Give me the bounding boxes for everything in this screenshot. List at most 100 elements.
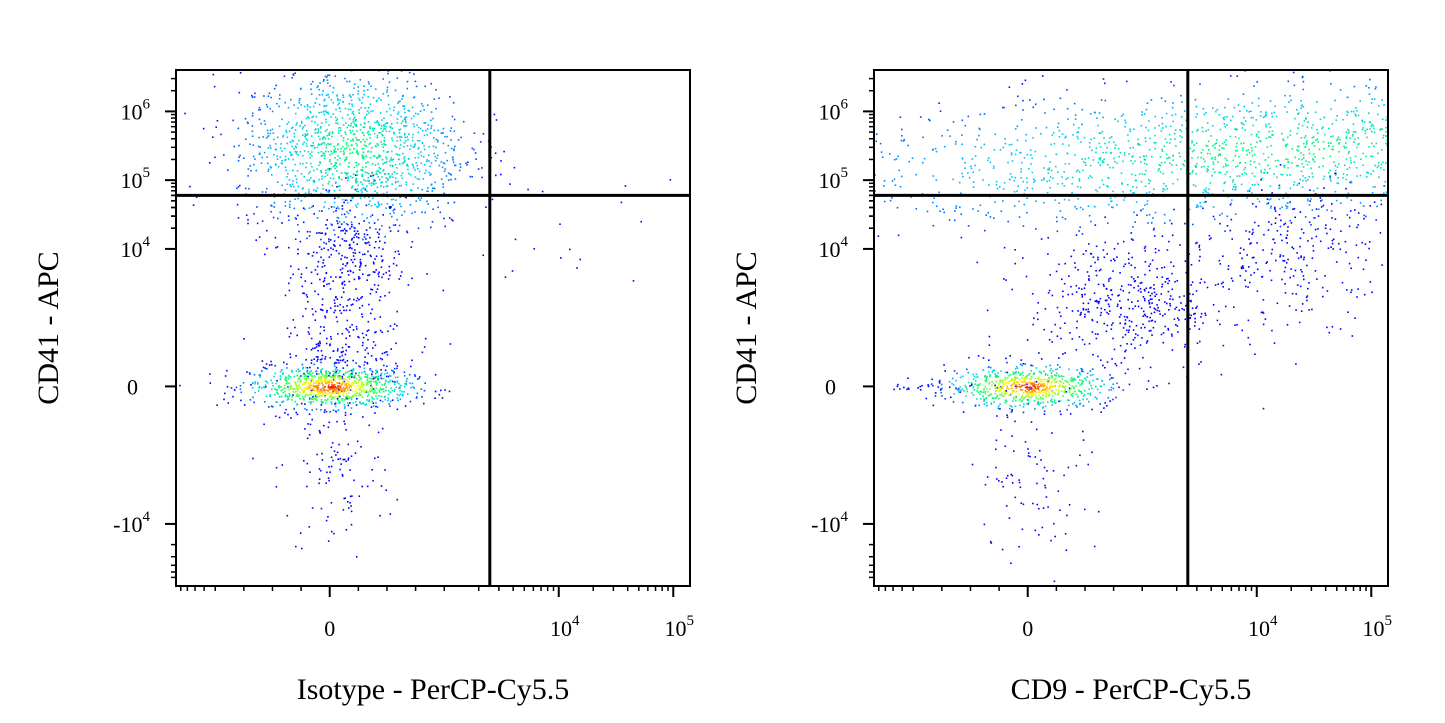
population-dot — [253, 401, 255, 404]
population-dot — [348, 389, 350, 391]
event-dot — [994, 384, 996, 387]
population-dot — [302, 126, 305, 128]
population-dot — [776, 236, 778, 238]
event-dot — [1063, 282, 1066, 285]
event-dot — [374, 271, 376, 273]
population-dot — [317, 135, 320, 138]
population-dot — [329, 160, 331, 163]
event-dot — [1329, 228, 1332, 231]
population-dot — [299, 370, 301, 372]
event-dot — [1120, 285, 1123, 287]
population-dot — [302, 187, 304, 189]
event-dot — [1338, 242, 1340, 245]
event-dot — [1018, 479, 1020, 481]
population-dot — [1056, 364, 1059, 366]
event-dot — [1094, 261, 1096, 264]
population-dot — [300, 122, 303, 124]
population-dot — [752, 227, 754, 229]
event-dot — [362, 336, 365, 339]
event-dot — [1161, 276, 1164, 278]
event-dot — [264, 367, 266, 369]
population-dot — [383, 144, 386, 146]
event-dot — [335, 210, 337, 212]
population-dot — [381, 158, 384, 161]
population-dot — [454, 178, 457, 180]
population-dot — [316, 389, 318, 392]
event-dot — [276, 379, 278, 382]
event-dot — [1124, 263, 1127, 265]
population-dot — [301, 128, 304, 130]
population-dot — [287, 173, 289, 175]
population-dot — [1164, 222, 1166, 224]
event-dot — [330, 335, 332, 338]
event-dot — [1261, 311, 1264, 313]
population-dot — [309, 392, 311, 394]
population-dot — [325, 379, 327, 381]
population-dot — [344, 406, 346, 408]
event-dot — [1089, 252, 1092, 255]
population-dot — [961, 388, 963, 391]
population-dot — [356, 139, 358, 141]
event-dot — [1044, 308, 1047, 310]
population-dot — [310, 88, 312, 91]
population-dot — [361, 381, 364, 384]
event-dot — [1184, 260, 1187, 262]
population-dot — [365, 166, 367, 168]
event-dot — [1178, 319, 1180, 321]
population-dot — [296, 387, 298, 390]
population-dot — [415, 200, 417, 202]
event-dot — [332, 459, 334, 462]
event-dot — [345, 429, 347, 431]
population-dot — [1066, 380, 1068, 383]
population-dot — [257, 145, 260, 148]
population-dot — [366, 399, 368, 401]
population-dot — [288, 246, 290, 249]
population-dot — [269, 144, 271, 147]
event-dot — [1311, 308, 1313, 311]
population-dot — [337, 206, 339, 208]
population-dot — [361, 96, 364, 99]
population-dot — [274, 388, 276, 390]
population-dot — [1100, 385, 1103, 388]
population-dot — [411, 240, 414, 243]
population-dot — [445, 175, 448, 177]
event-dot — [350, 455, 353, 457]
event-dot — [318, 429, 321, 432]
event-dot — [1230, 218, 1233, 221]
population-dot — [994, 397, 996, 399]
event-dot — [1158, 310, 1161, 312]
event-dot — [1190, 300, 1192, 303]
population-dot — [355, 381, 358, 384]
population-dot — [339, 110, 342, 113]
population-dot — [369, 136, 372, 139]
event-dot — [1151, 302, 1153, 304]
population-dot — [830, 217, 832, 219]
population-dot — [355, 362, 357, 364]
population-dot — [399, 128, 402, 131]
population-dot — [324, 391, 327, 394]
event-dot — [320, 404, 323, 406]
population-dot — [359, 389, 361, 392]
population-dot — [398, 394, 400, 397]
population-dot — [277, 136, 279, 139]
event-dot — [919, 389, 922, 391]
population-dot — [335, 372, 338, 374]
event-dot — [1070, 255, 1073, 258]
population-dot — [369, 381, 372, 383]
event-dot — [326, 283, 328, 286]
population-dot — [655, 207, 657, 209]
population-dot — [1239, 247, 1242, 249]
event-dot — [1010, 562, 1012, 564]
event-dot — [359, 258, 362, 261]
population-dot — [1027, 401, 1030, 404]
population-dot — [385, 386, 387, 389]
event-dot — [367, 339, 369, 341]
event-dot — [1130, 284, 1132, 286]
event-dot — [374, 457, 376, 460]
population-dot — [973, 375, 976, 378]
population-dot — [363, 144, 366, 147]
population-dot — [315, 97, 318, 100]
event-dot — [1262, 299, 1265, 301]
population-dot — [302, 154, 304, 157]
population-dot — [1067, 381, 1069, 384]
